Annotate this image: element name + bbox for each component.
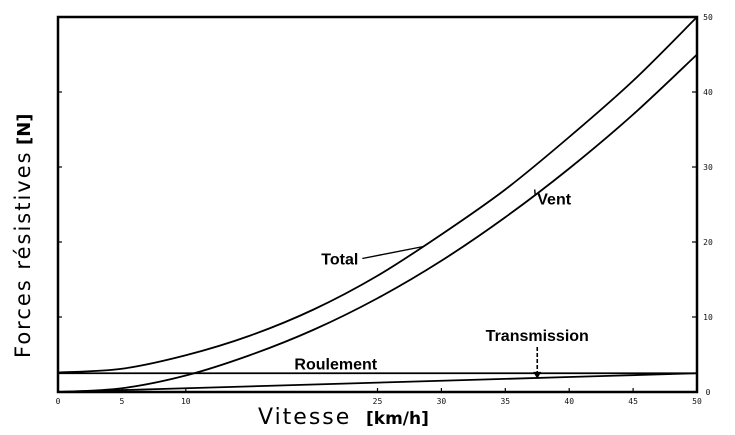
- y-axis-unit: [N]: [14, 113, 35, 145]
- x-axis-title: Vitesse: [258, 405, 351, 430]
- x-tick-label: 50: [692, 397, 702, 406]
- x-tick-label: 10: [181, 397, 191, 406]
- y-tick-label: 20: [703, 238, 713, 247]
- roulement-label: Roulement: [294, 357, 377, 374]
- x-axis-unit: [km/h]: [366, 409, 429, 429]
- plot-frame: [56, 15, 699, 394]
- series-line-total: [57, 16, 698, 374]
- x-tick-label: 40: [564, 397, 574, 406]
- series-line-vent: [57, 53, 698, 393]
- roulement-label-bg: [291, 356, 402, 372]
- total-leader-line: [362, 245, 424, 260]
- total-label: Total: [321, 252, 358, 269]
- y-axis-title: Forces résistives: [11, 150, 35, 358]
- transmission-label: Transmission: [486, 328, 589, 345]
- x-tick-label: 35: [500, 397, 510, 406]
- x-tick-label: 45: [628, 397, 638, 406]
- y-tick-label: 10: [703, 313, 713, 322]
- vent-label: Vent: [537, 192, 571, 209]
- transmission-arrow-head: [533, 371, 542, 379]
- y-tick-label: 40: [703, 88, 713, 97]
- y-tick-label: 0: [706, 388, 711, 397]
- x-tick-label: 0: [56, 397, 61, 406]
- x-tick-label: 30: [437, 397, 447, 406]
- series-line-transmission: [57, 372, 698, 393]
- x-tick-label: 5: [119, 397, 124, 406]
- x-tick-label: 25: [373, 397, 383, 406]
- vent-leader-line: [533, 189, 536, 196]
- y-tick-label: 50: [703, 13, 713, 22]
- y-tick-label: 30: [703, 163, 713, 172]
